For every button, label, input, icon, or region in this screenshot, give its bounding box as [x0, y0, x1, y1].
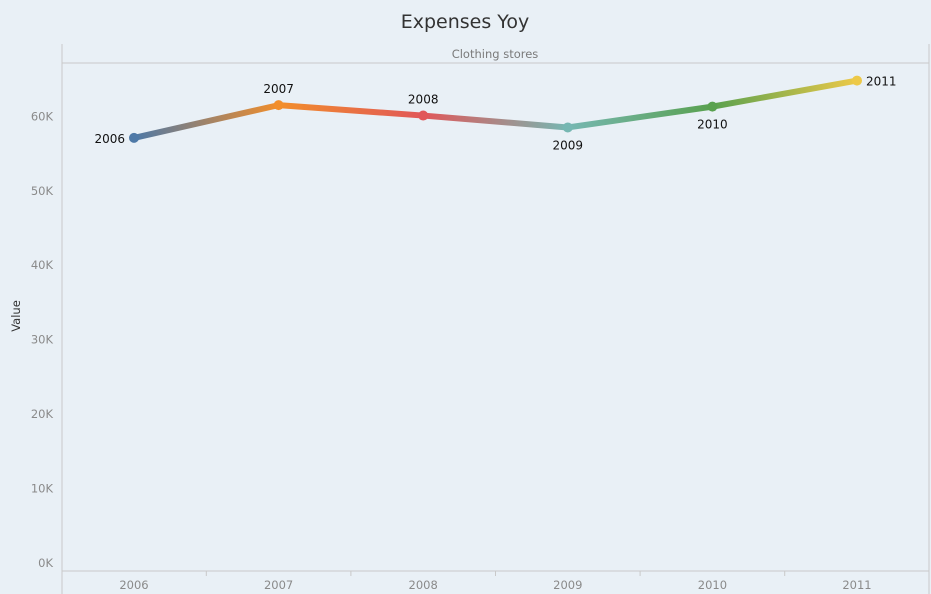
data-labels: 2006 2007 2008 2009 2010 2011 [94, 75, 896, 153]
line-segment [709, 77, 860, 110]
data-label-2008: 2008 [408, 93, 439, 107]
data-point-2006[interactable] [129, 132, 139, 143]
data-point-2011[interactable] [852, 75, 862, 86]
chart-title: Expenses Yoy [401, 11, 530, 33]
data-points [129, 75, 862, 143]
line-segment [131, 102, 282, 141]
y-tick-label: 20K [31, 407, 54, 421]
y-tick-label: 10K [31, 482, 54, 496]
y-tick-label: 30K [31, 333, 54, 347]
x-axis-ticks: 2006 2007 2008 2009 2010 2011 [119, 571, 872, 592]
y-tick-label: 40K [31, 258, 54, 272]
data-label-2006: 2006 [94, 132, 125, 146]
x-tick-label: 2007 [264, 578, 293, 592]
line-segment [420, 112, 571, 131]
y-tick-label: 60K [31, 109, 54, 123]
y-axis-ticks: 0K 10K 20K 30K 40K 50K 60K [31, 109, 54, 570]
plot-frame [61, 62, 930, 594]
line-segment [275, 102, 427, 119]
data-point-2008[interactable] [418, 110, 429, 121]
data-point-2009[interactable] [562, 122, 573, 133]
line-segment [564, 103, 716, 131]
x-tick-label: 2006 [119, 578, 148, 592]
y-axis-label: Value [9, 300, 23, 332]
facet-label: Clothing stores [452, 47, 539, 61]
x-tick-label: 2011 [842, 578, 871, 592]
x-tick-label: 2009 [553, 578, 582, 592]
data-point-2010[interactable] [707, 101, 718, 112]
data-point-2007[interactable] [273, 100, 284, 111]
data-label-2010: 2010 [697, 118, 728, 132]
y-tick-label: 0K [38, 556, 53, 570]
series-line [131, 77, 860, 141]
y-tick-label: 50K [31, 184, 54, 198]
x-tick-label: 2010 [698, 578, 727, 592]
facet-header: Clothing stores [61, 44, 930, 63]
data-label-2009: 2009 [553, 138, 584, 152]
x-tick-label: 2008 [409, 578, 438, 592]
data-label-2007: 2007 [263, 82, 294, 96]
data-label-2011: 2011 [866, 75, 897, 89]
